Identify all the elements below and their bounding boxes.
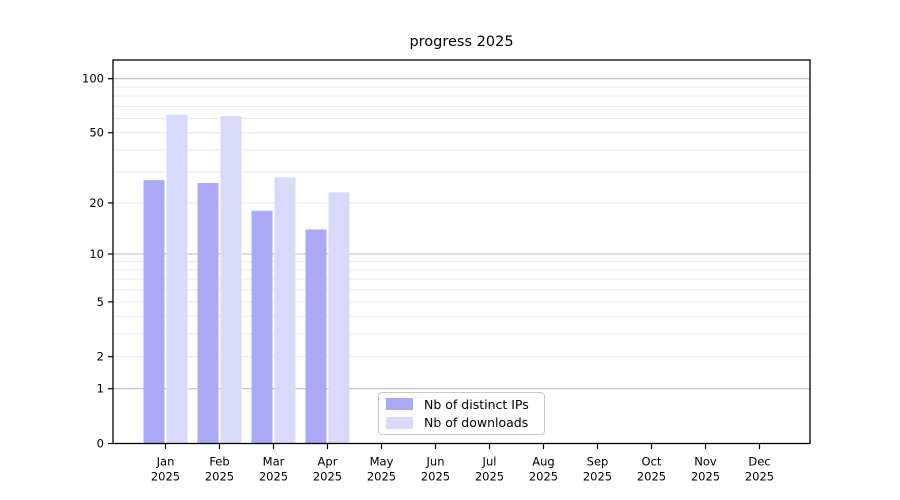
legend-label-downloads: Nb of downloads — [424, 415, 529, 431]
bar-downloads — [328, 192, 350, 444]
bar-distinct-ips — [143, 180, 165, 444]
plot-frame — [112, 59, 811, 445]
bar-distinct-ips — [305, 229, 327, 444]
legend-item-distinct-ips: Nb of distinct IPs — [386, 397, 544, 412]
bar-downloads — [166, 114, 188, 444]
y-tick-label: 5 — [97, 295, 104, 309]
x-tick-label-year: 2025 — [259, 470, 288, 484]
x-tick-label-month: Nov — [694, 455, 717, 469]
y-tick-label: 20 — [89, 196, 104, 210]
legend-swatch-downloads — [386, 416, 413, 429]
x-tick-label-month: Feb — [209, 455, 229, 469]
bar-downloads — [220, 116, 242, 444]
x-tick-label-year: 2025 — [583, 470, 612, 484]
x-tick-label-year: 2025 — [529, 470, 558, 484]
y-tick-label: 10 — [89, 247, 104, 261]
x-tick-label-year: 2025 — [637, 470, 666, 484]
y-tick-label: 1 — [97, 382, 104, 396]
bar-distinct-ips — [197, 182, 219, 444]
x-tick-label-year: 2025 — [313, 470, 342, 484]
legend: Nb of distinct IPs Nb of downloads — [378, 392, 545, 435]
bar-downloads — [274, 177, 296, 444]
y-tick-label: 2 — [97, 350, 104, 364]
bar-distinct-ips — [251, 210, 273, 444]
x-tick-label-year: 2025 — [745, 470, 774, 484]
chart-title: progress 2025 — [409, 34, 514, 50]
x-tick-label-month: Apr — [318, 455, 338, 469]
y-tick-label: 0 — [97, 437, 104, 451]
legend-label-distinct-ips: Nb of distinct IPs — [424, 396, 529, 412]
x-tick-label-year: 2025 — [421, 470, 450, 484]
x-tick-label-month: Oct — [642, 455, 662, 469]
legend-swatch-distinct-ips — [386, 398, 413, 411]
x-tick-label-year: 2025 — [475, 470, 504, 484]
x-tick-label-month: Sep — [587, 455, 609, 469]
x-tick-label-year: 2025 — [367, 470, 396, 484]
x-tick-label-month: Aug — [532, 455, 554, 469]
x-tick-label-year: 2025 — [205, 470, 234, 484]
x-tick-label-month: Dec — [748, 455, 770, 469]
x-tick-label-month: Jul — [482, 455, 497, 469]
x-tick-label-year: 2025 — [151, 470, 180, 484]
x-tick-label-year: 2025 — [691, 470, 720, 484]
x-tick-label-month: May — [370, 455, 394, 469]
x-tick-label-month: Jun — [426, 455, 445, 469]
y-tick-label: 50 — [89, 126, 104, 140]
legend-item-downloads: Nb of downloads — [386, 415, 544, 430]
x-tick-label-month: Jan — [156, 455, 175, 469]
x-tick-label-month: Mar — [263, 455, 285, 469]
y-tick-label: 100 — [82, 72, 104, 86]
